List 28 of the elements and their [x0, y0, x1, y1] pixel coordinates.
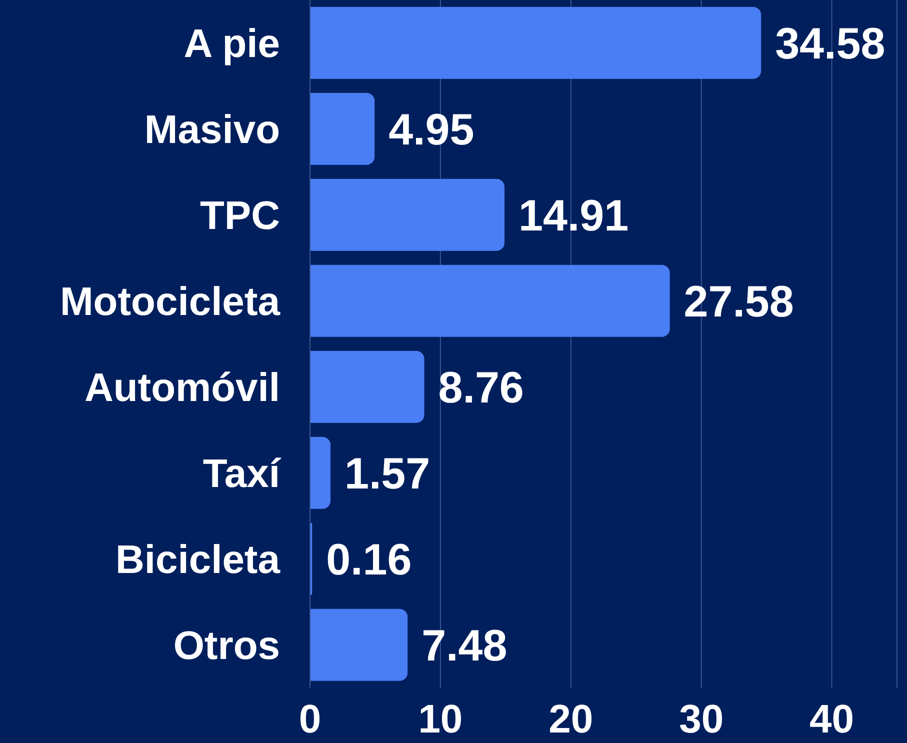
data-label: 8.76	[438, 364, 524, 412]
data-label: 14.91	[518, 192, 629, 240]
x-tick-label: 20	[548, 697, 594, 742]
bar	[310, 264, 670, 337]
bar	[310, 92, 375, 165]
bar	[310, 436, 330, 509]
x-tick-label: 40	[810, 697, 854, 742]
bar	[310, 178, 504, 251]
bar	[310, 608, 408, 681]
data-label: 7.48	[422, 622, 508, 670]
y-tick-label: Automóvil	[84, 366, 280, 410]
y-tick-label: Otros	[173, 624, 280, 668]
data-label: 1.57	[344, 450, 430, 498]
data-label: 0.16	[326, 536, 412, 584]
x-tick-label: 0	[298, 697, 322, 742]
data-label: 34.58	[775, 20, 886, 68]
bar	[310, 350, 424, 423]
x-tick-label: 10	[418, 697, 463, 742]
y-tick-label: A pie	[184, 22, 280, 66]
y-tick-label: TPC	[200, 194, 280, 238]
data-label: 4.95	[388, 106, 474, 154]
bar	[310, 6, 762, 79]
x-tick-label: 30	[679, 697, 724, 742]
y-tick-label: Bicicleta	[115, 538, 281, 582]
y-tick-label: Motocicleta	[60, 280, 281, 324]
data-label: 27.58	[684, 278, 794, 326]
y-tick-label: Taxí	[202, 452, 282, 496]
y-tick-label: Masivo	[144, 108, 280, 152]
